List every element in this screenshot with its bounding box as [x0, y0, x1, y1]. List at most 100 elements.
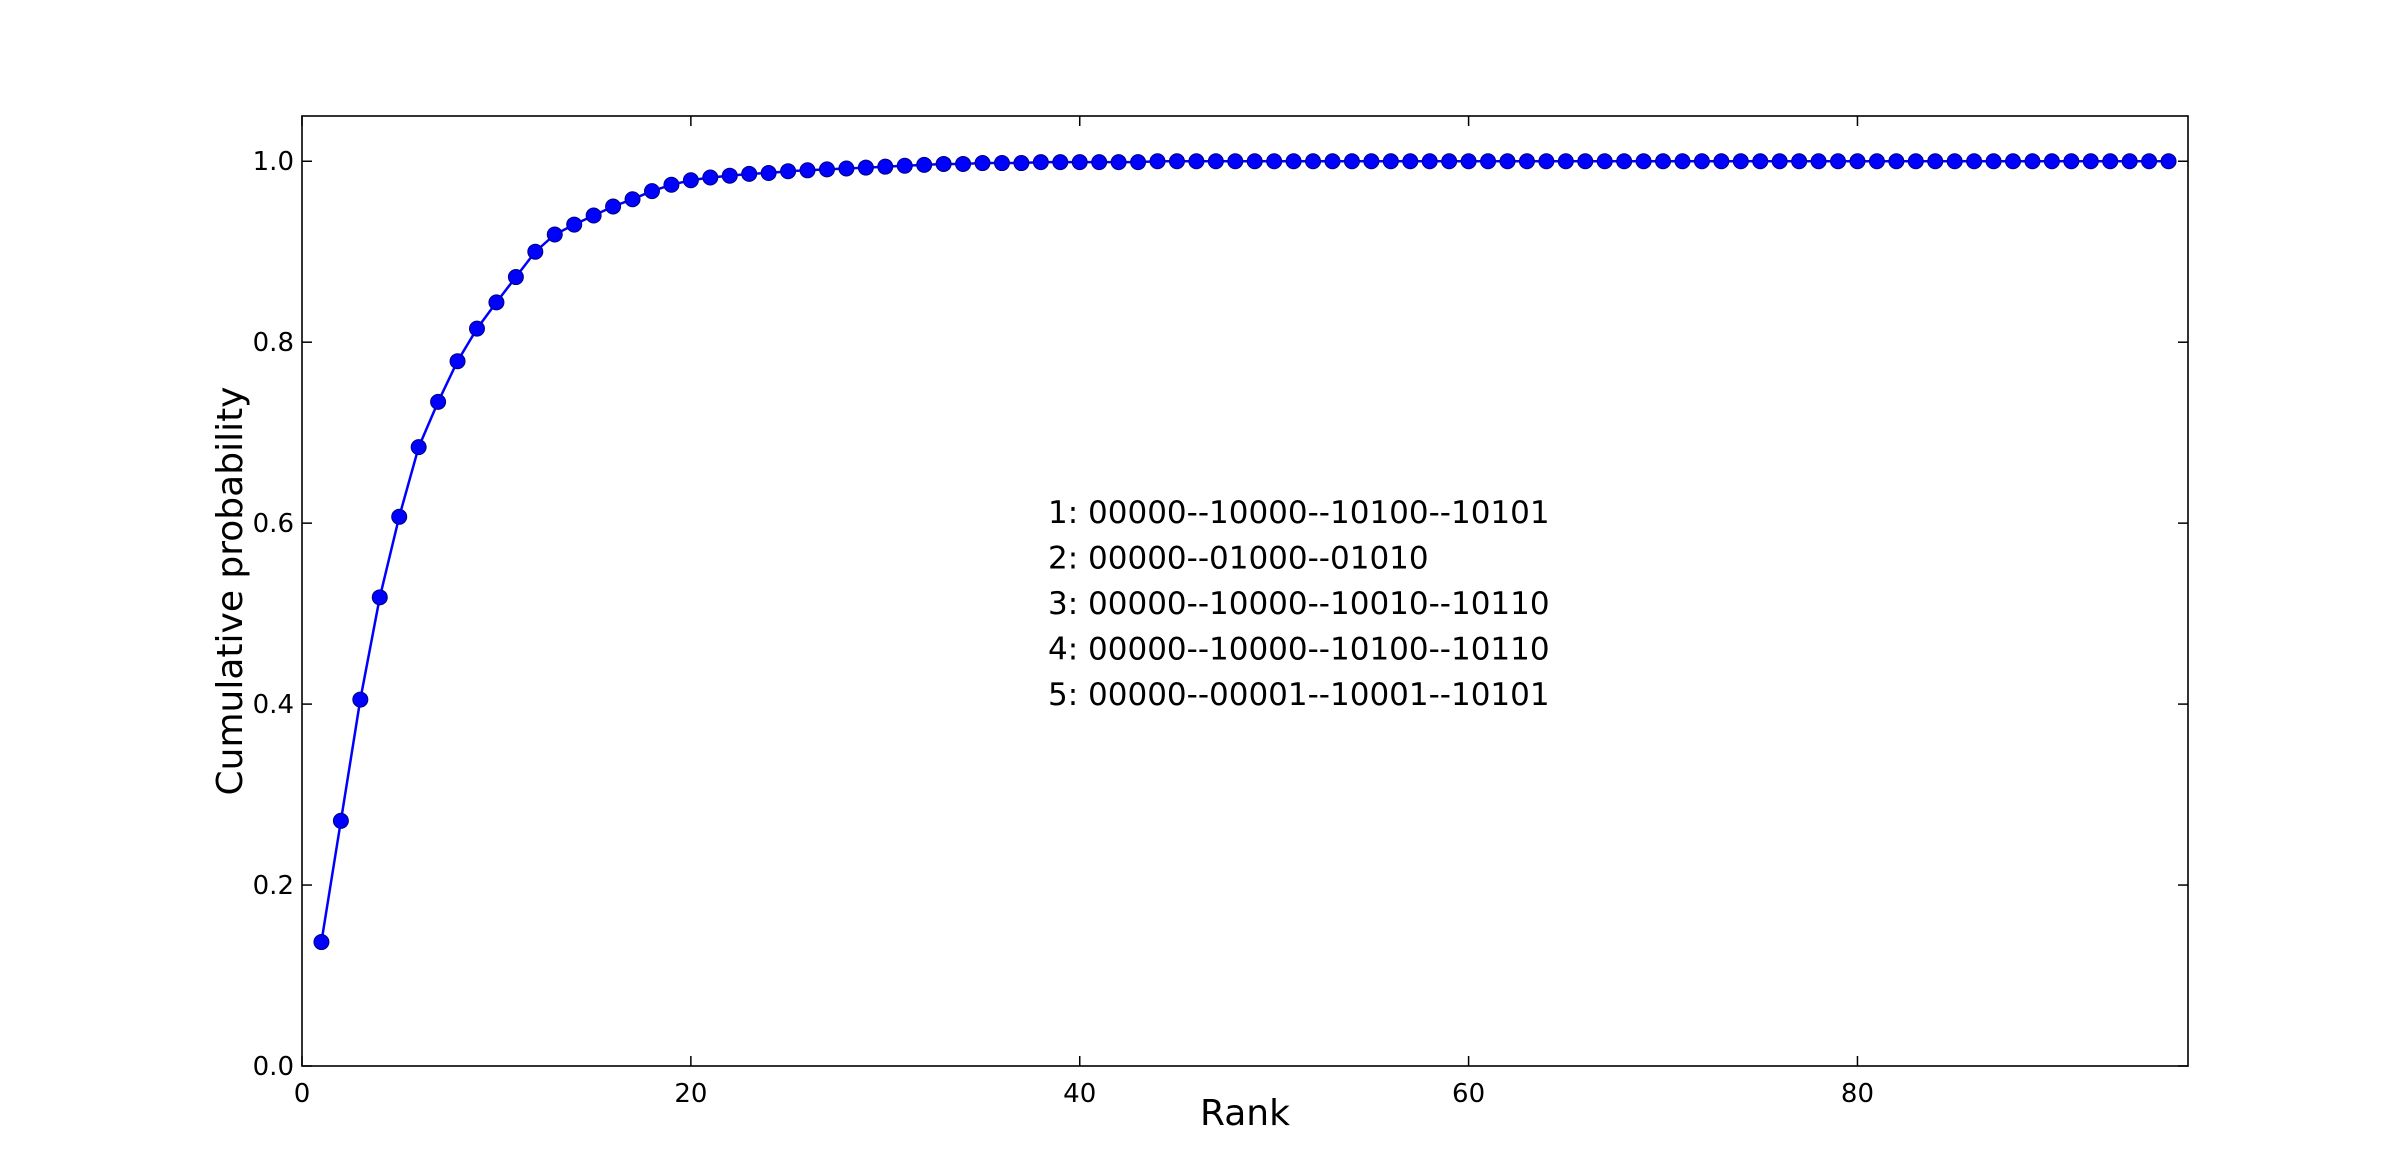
data-point	[352, 691, 369, 708]
data-point	[1538, 153, 1555, 170]
data-point	[1752, 153, 1769, 170]
data-point	[430, 393, 447, 410]
data-point	[1693, 153, 1710, 170]
data-point	[2160, 153, 2177, 170]
data-point	[1246, 153, 1263, 170]
y-tick-label: 0.8	[253, 328, 294, 358]
data-point	[1713, 153, 1730, 170]
annotation-line: 2: 00000--01000--01010	[1048, 541, 1429, 577]
data-point	[488, 294, 505, 311]
data-point	[1557, 153, 1574, 170]
x-axis-label: Rank	[1200, 1093, 1290, 1134]
data-point	[799, 162, 816, 179]
data-point	[780, 163, 797, 180]
data-point	[1674, 153, 1691, 170]
data-point	[2024, 153, 2041, 170]
data-point	[1907, 153, 1924, 170]
data-point	[2141, 153, 2158, 170]
annotation-line: 4: 00000--10000--10100--10110	[1048, 632, 1550, 668]
data-point	[1130, 154, 1147, 171]
y-tick-label: 0.6	[253, 509, 294, 539]
x-tick-label: 80	[1841, 1079, 1874, 1109]
annotation-line: 3: 00000--10000--10010--10110	[1048, 586, 1550, 622]
data-point	[1071, 154, 1088, 171]
data-point	[974, 155, 991, 172]
data-point	[1927, 153, 1944, 170]
x-tick-label: 60	[1452, 1079, 1485, 1109]
data-point	[682, 172, 699, 189]
data-point	[1149, 153, 1166, 170]
data-point	[585, 207, 602, 224]
data-point	[916, 156, 933, 173]
data-point	[741, 165, 758, 182]
data-point	[1032, 154, 1049, 171]
data-point	[896, 157, 913, 174]
data-point	[1985, 153, 2002, 170]
x-tick-label: 0	[294, 1079, 311, 1109]
data-point	[1596, 153, 1613, 170]
data-point	[605, 198, 622, 215]
data-point	[1518, 153, 1535, 170]
y-tick-label: 0.4	[253, 690, 294, 720]
data-point	[566, 216, 583, 233]
x-tick-label: 20	[674, 1079, 707, 1109]
data-point	[410, 439, 427, 456]
data-point	[624, 191, 641, 208]
data-point	[527, 243, 544, 260]
data-point	[507, 269, 524, 286]
data-point	[1849, 153, 1866, 170]
data-point	[468, 320, 485, 337]
data-point	[663, 176, 680, 193]
data-point	[1791, 153, 1808, 170]
data-point	[1460, 153, 1477, 170]
data-point	[702, 169, 719, 186]
data-point	[1946, 153, 1963, 170]
data-point	[1966, 153, 1983, 170]
data-point	[1616, 153, 1633, 170]
data-point	[1732, 153, 1749, 170]
data-point	[993, 155, 1010, 172]
data-point	[1363, 153, 1380, 170]
data-point	[1285, 153, 1302, 170]
y-tick-label: 0.0	[253, 1052, 294, 1082]
data-point	[1091, 154, 1108, 171]
data-point	[1382, 153, 1399, 170]
data-point	[955, 155, 972, 172]
data-point	[1343, 153, 1360, 170]
data-point	[2102, 153, 2119, 170]
data-point	[721, 167, 738, 184]
data-point	[2005, 153, 2022, 170]
data-point	[332, 812, 349, 829]
data-point	[313, 934, 330, 951]
y-tick-label: 1.0	[253, 147, 294, 177]
data-point	[643, 183, 660, 200]
data-point	[1305, 153, 1322, 170]
data-point	[1810, 153, 1827, 170]
data-point	[391, 508, 408, 525]
data-point	[1324, 153, 1341, 170]
data-point	[1499, 153, 1516, 170]
data-point	[2063, 153, 2080, 170]
data-point	[2121, 153, 2138, 170]
data-point	[935, 155, 952, 172]
x-tick-label: 40	[1063, 1079, 1096, 1109]
data-point	[1110, 154, 1127, 171]
data-point	[449, 353, 466, 370]
data-point	[1888, 153, 1905, 170]
data-point	[1480, 153, 1497, 170]
data-point	[857, 159, 874, 176]
data-point	[1868, 153, 1885, 170]
annotation-line: 1: 00000--10000--10100--10101	[1048, 495, 1550, 531]
data-point	[371, 589, 388, 606]
data-point	[546, 226, 563, 243]
data-point	[1188, 153, 1205, 170]
data-point	[818, 161, 835, 178]
data-point	[1441, 153, 1458, 170]
data-point	[1052, 154, 1069, 171]
annotation-line: 5: 00000--00001--10001--10101	[1048, 677, 1550, 713]
y-axis-label: Cumulative probability	[210, 387, 251, 796]
data-point	[2082, 153, 2099, 170]
data-point	[1013, 155, 1030, 172]
data-point	[1421, 153, 1438, 170]
